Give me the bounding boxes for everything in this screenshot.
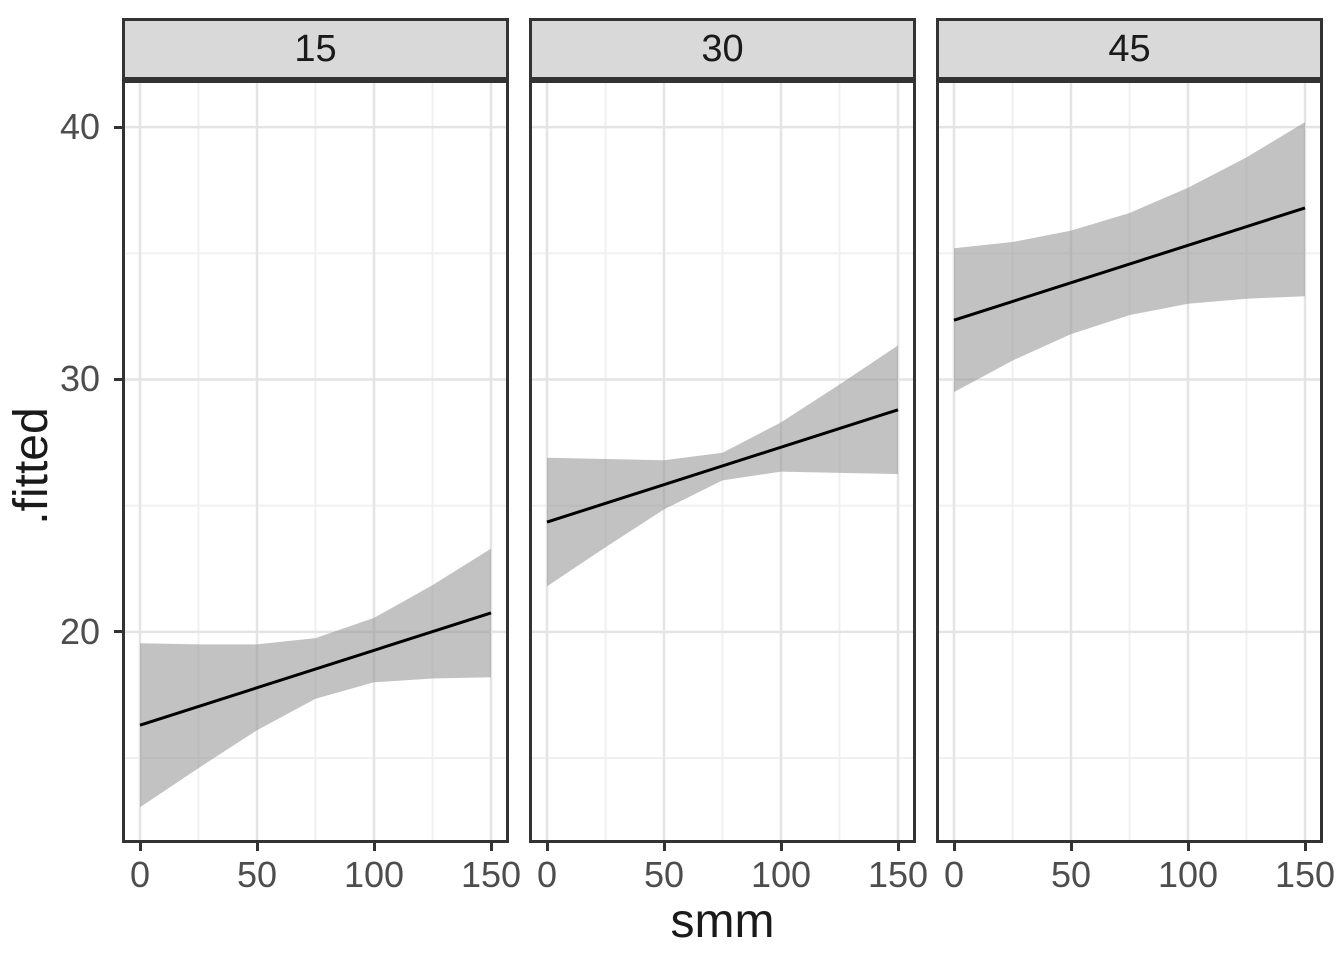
y-tick-label: 40 xyxy=(59,106,100,148)
panel-canvas-15 xyxy=(125,83,506,840)
facet-strip-30: 30 xyxy=(529,18,916,80)
x-tick-mark xyxy=(1303,843,1307,851)
x-tick-label: 50 xyxy=(236,854,278,895)
y-tick-mark xyxy=(114,377,122,381)
x-axis-title: smm xyxy=(670,895,775,948)
x-tick-label: 50 xyxy=(1050,854,1092,895)
x-tick-label: 0 xyxy=(943,854,965,895)
facet-strip-label: 45 xyxy=(1108,27,1151,70)
x-tick-mark xyxy=(952,843,956,851)
x-tick-mark xyxy=(255,843,259,851)
x-tick-label: 100 xyxy=(343,854,405,895)
panel-30 xyxy=(529,80,916,843)
x-tick-mark xyxy=(662,843,666,851)
x-tick-label: 150 xyxy=(1274,854,1336,895)
confidence-ribbon xyxy=(140,548,491,808)
x-tick-mark xyxy=(138,843,142,851)
regression-line xyxy=(546,408,899,524)
x-tick-label: 0 xyxy=(129,854,151,895)
x-tick-label: 150 xyxy=(460,854,522,895)
regression-line xyxy=(139,611,492,727)
x-tick-label: 50 xyxy=(643,854,685,895)
x-tick-label: 100 xyxy=(750,854,812,895)
facet-strip-label: 15 xyxy=(294,27,337,70)
panel-45 xyxy=(936,80,1323,843)
y-tick-label: 30 xyxy=(59,358,100,400)
y-axis-title: .fitted xyxy=(5,407,58,525)
x-tick-mark xyxy=(489,843,493,851)
panel-canvas-30 xyxy=(532,83,913,840)
y-tick-label: 20 xyxy=(59,610,100,652)
x-tick-mark xyxy=(1069,843,1073,851)
facet-strip-45: 45 xyxy=(936,18,1323,80)
regression-line xyxy=(953,206,1306,322)
x-tick-mark xyxy=(1186,843,1190,851)
x-tick-label: 0 xyxy=(536,854,558,895)
x-tick-mark xyxy=(372,843,376,851)
x-tick-mark xyxy=(896,843,900,851)
x-tick-mark xyxy=(779,843,783,851)
panel-15 xyxy=(122,80,509,843)
y-tick-mark xyxy=(114,630,122,634)
x-tick-label: 150 xyxy=(867,854,929,895)
y-tick-mark xyxy=(114,125,122,129)
x-tick-label: 100 xyxy=(1157,854,1219,895)
confidence-ribbon xyxy=(954,122,1305,393)
x-tick-mark xyxy=(545,843,549,851)
facet-strip-label: 30 xyxy=(701,27,744,70)
panel-canvas-45 xyxy=(939,83,1320,840)
facet-strip-15: 15 xyxy=(122,18,509,80)
